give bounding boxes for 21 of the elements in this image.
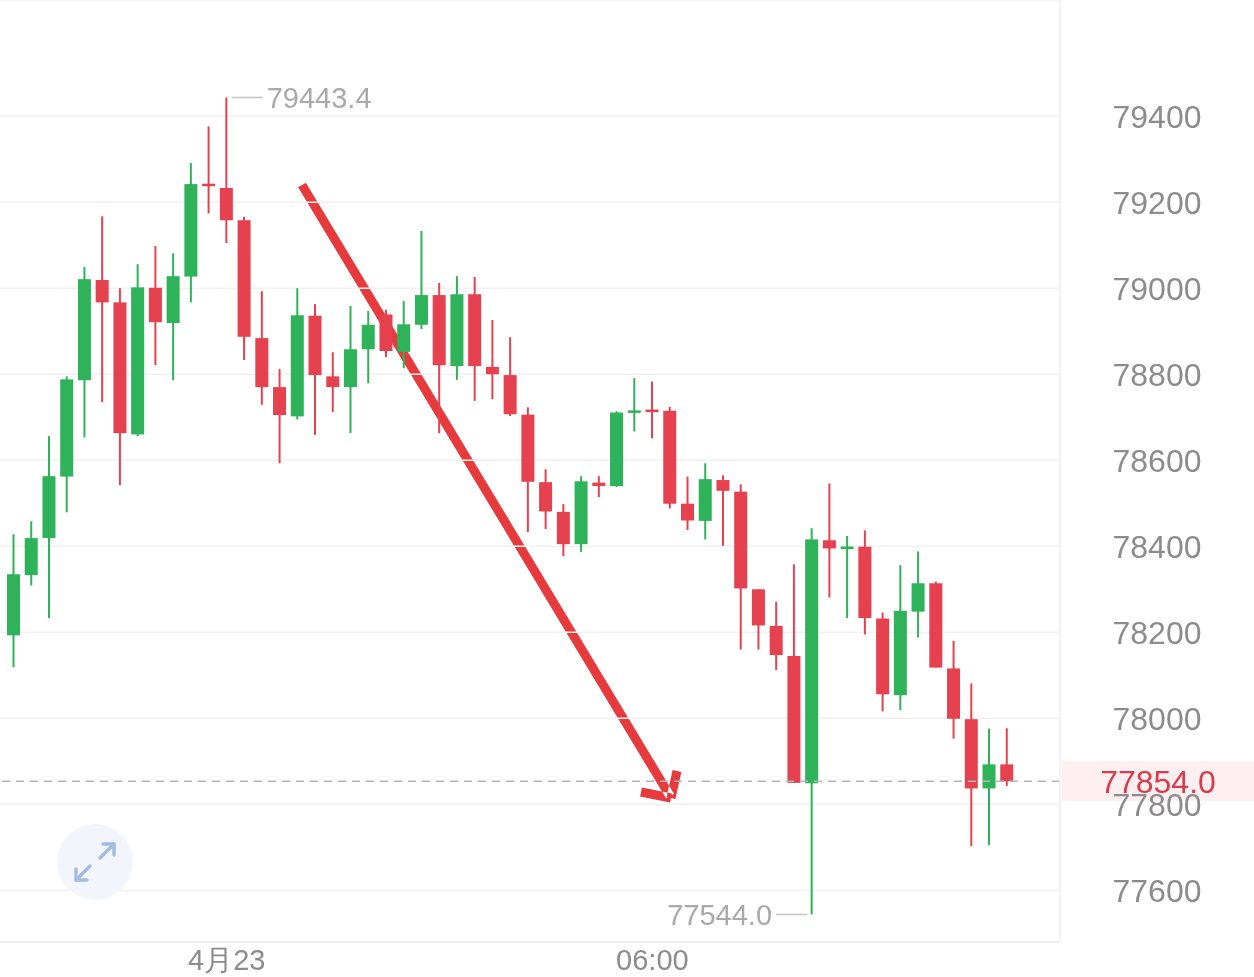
- y-tick-label: 79000: [1112, 270, 1202, 307]
- candlestick: [1000, 727, 1014, 787]
- candlestick: [326, 351, 340, 414]
- y-tick-label: 78000: [1112, 700, 1202, 737]
- y-tick-label: 78600: [1112, 442, 1202, 479]
- candlestick: [95, 215, 109, 404]
- x-tick-label: 06:00: [616, 944, 689, 976]
- y-tick-label: 79200: [1112, 184, 1202, 221]
- x-tick-label: 4月23: [188, 944, 266, 976]
- y-tick-label: 78800: [1112, 356, 1202, 393]
- annotation: 79443.4: [266, 81, 372, 114]
- candlestick: [716, 474, 730, 547]
- y-tick-label: 78200: [1112, 614, 1202, 651]
- annotation: 77544.0: [667, 898, 773, 931]
- y-tick-label: 77600: [1112, 872, 1202, 909]
- candlestick: [485, 319, 499, 401]
- candlestick: [627, 377, 641, 433]
- y-tick-label: 79400: [1112, 98, 1202, 135]
- candlestick: [822, 482, 836, 599]
- y-tick-label: 78400: [1112, 528, 1202, 565]
- candlestick: [681, 475, 694, 531]
